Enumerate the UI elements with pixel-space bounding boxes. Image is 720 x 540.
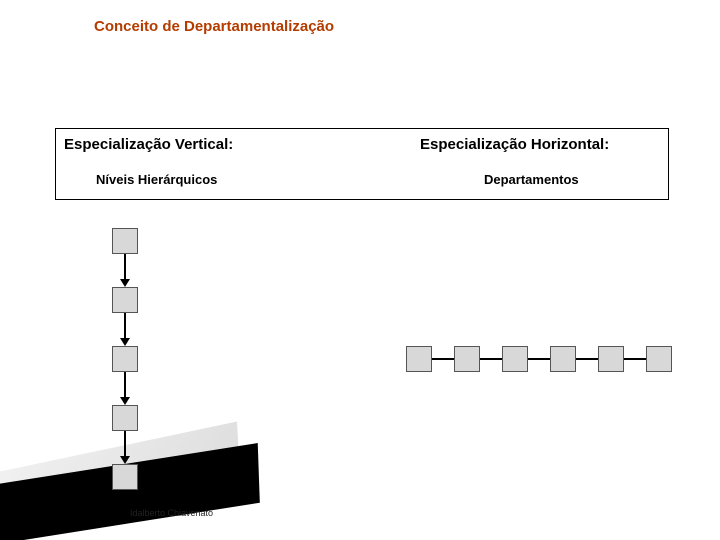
col-right-title: Especialização Horizontal: — [420, 136, 609, 153]
vchain-box — [112, 405, 138, 431]
hchain-box — [550, 346, 576, 372]
hchain-box — [454, 346, 480, 372]
hchain-connector — [576, 358, 598, 360]
vchain-box — [112, 346, 138, 372]
hchain-box — [406, 346, 432, 372]
footer-author: Idalberto Chiavenato — [130, 508, 213, 518]
hchain-connector — [432, 358, 454, 360]
vchain-arrow — [119, 313, 131, 346]
hchain-box — [646, 346, 672, 372]
hchain-connector — [528, 358, 550, 360]
col-left-title: Especialização Vertical: — [64, 136, 233, 153]
slide-title: Conceito de Departamentalização — [94, 18, 334, 35]
col-right-subtitle: Departamentos — [484, 172, 579, 187]
hchain-connector — [624, 358, 646, 360]
hchain-box — [502, 346, 528, 372]
vchain-box — [112, 228, 138, 254]
col-left-subtitle: Níveis Hierárquicos — [96, 172, 217, 187]
vchain-box — [112, 464, 138, 490]
vchain-arrow — [119, 431, 131, 464]
vchain-arrow — [119, 372, 131, 405]
hchain-connector — [480, 358, 502, 360]
hchain-box — [598, 346, 624, 372]
vchain-arrow — [119, 254, 131, 287]
vchain-box — [112, 287, 138, 313]
